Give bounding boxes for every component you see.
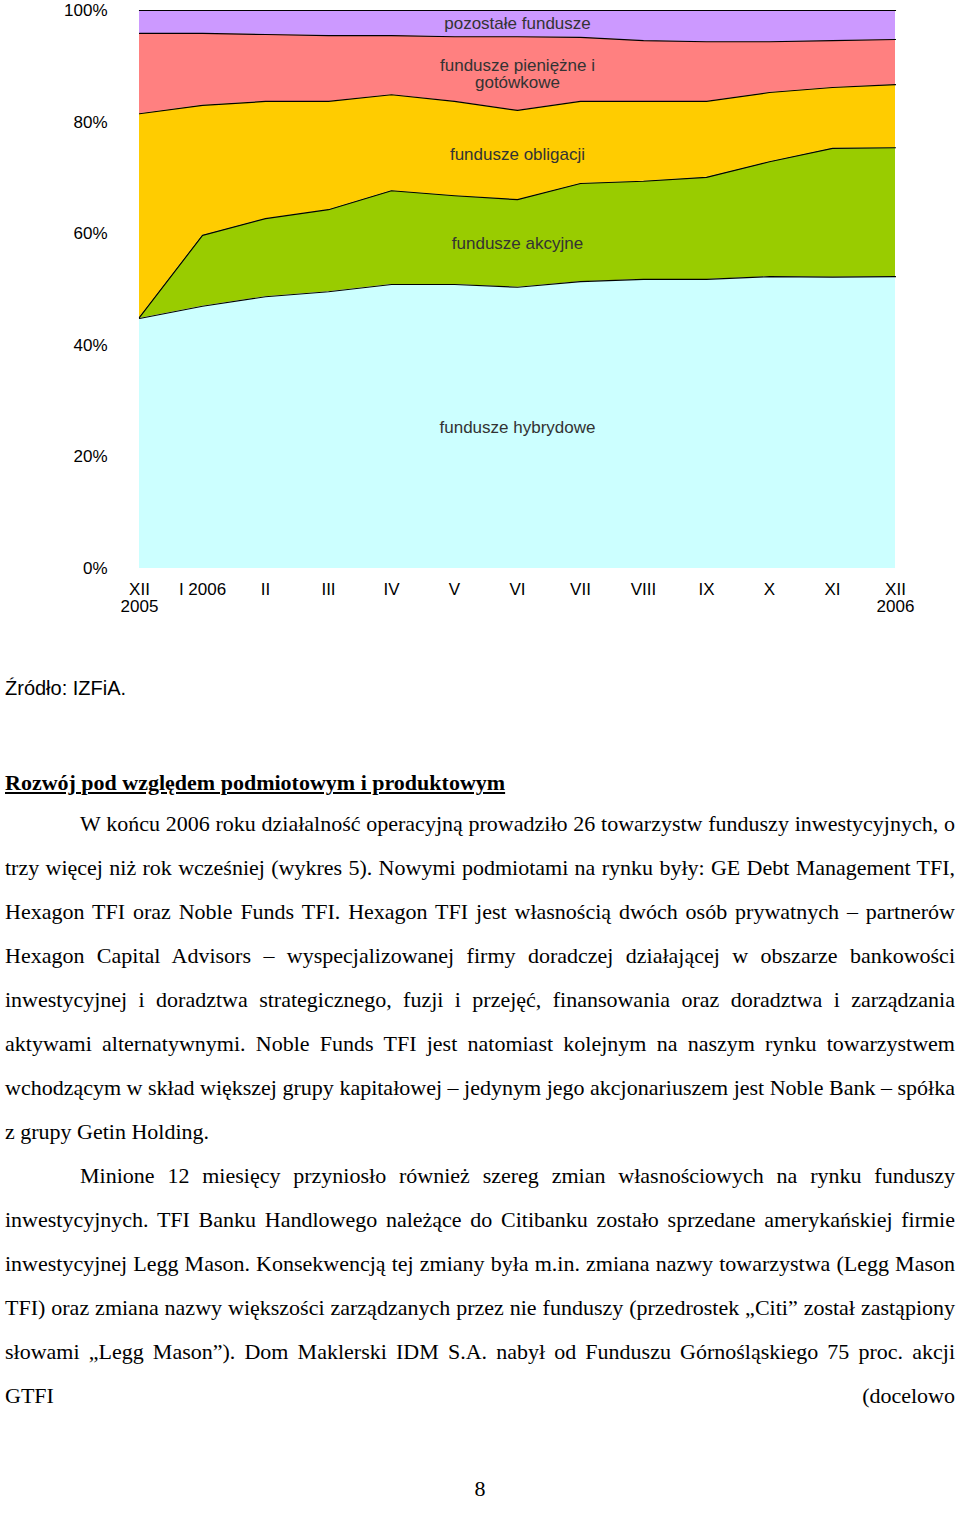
html-text:8: 8 xyxy=(474,1476,486,1501)
svg-text:IX: IX xyxy=(698,580,714,599)
svg-text:60%: 60% xyxy=(73,224,107,243)
svg-text:VII: VII xyxy=(570,580,591,599)
svg-text:20%: 20% xyxy=(73,447,107,466)
html-text:W końcu 2006 roku działalność: W końcu 2006 roku działalność operacyjną… xyxy=(5,811,955,1144)
html-text:Rozwój pod względem podmiotowy: Rozwój pod względem podmiotowym i produk… xyxy=(5,770,506,795)
svg-text:fundusze hybrydowe: fundusze hybrydowe xyxy=(440,418,596,437)
svg-text:80%: 80% xyxy=(73,113,107,132)
svg-text:X: X xyxy=(764,580,775,599)
svg-text:100%: 100% xyxy=(64,1,107,20)
svg-text:XII2005: XII2005 xyxy=(121,580,159,616)
svg-text:0%: 0% xyxy=(83,559,108,578)
svg-text:IV: IV xyxy=(383,580,400,599)
svg-text:fundusze akcyjne: fundusze akcyjne xyxy=(452,234,583,253)
html-text:Minione 12 miesięcy przyniosło: Minione 12 miesięcy przyniosło również s… xyxy=(5,1163,955,1408)
svg-text:V: V xyxy=(449,580,461,599)
svg-text:VIII: VIII xyxy=(631,580,657,599)
svg-text:I 2006: I 2006 xyxy=(179,580,226,599)
svg-text:II: II xyxy=(261,580,270,599)
svg-text:VI: VI xyxy=(509,580,525,599)
svg-text:40%: 40% xyxy=(73,336,107,355)
html-text:Źródło: IZFiA.: Źródło: IZFiA. xyxy=(5,677,127,699)
svg-text:pozostałe fundusze: pozostałe fundusze xyxy=(444,14,591,33)
svg-text:XI: XI xyxy=(824,580,840,599)
svg-text:fundusze obligacji: fundusze obligacji xyxy=(450,145,585,164)
svg-text:XII2006: XII2006 xyxy=(877,580,915,616)
svg-text:III: III xyxy=(321,580,335,599)
svg-text:fundusze pieniężne igotówkowe: fundusze pieniężne igotówkowe xyxy=(440,55,595,91)
